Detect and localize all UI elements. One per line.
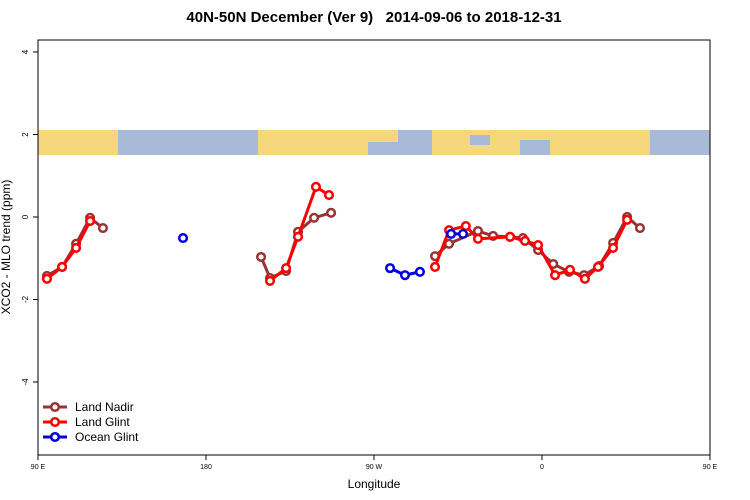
data-point [414,266,425,277]
data-point [457,228,469,239]
y-tick-label: -2 [21,295,30,303]
data-point [385,263,396,274]
data-point [309,212,320,223]
legend-label: Land Glint [75,415,130,429]
x-tick-label: 90 E [31,464,46,471]
data-point [71,242,82,253]
legend-marker [49,431,61,443]
legend-marker [49,401,61,413]
legend-label: Ocean Glint [75,430,139,444]
x-tick-label: 90 W [366,464,383,471]
series-line [46,184,629,283]
data-point [446,228,457,239]
chart-title: 40N-50N December (Ver 9) 2014-09-06 to 2… [186,9,561,26]
data-point [281,263,292,274]
x-tick-label: 0 [540,464,544,471]
y-tick-label: 4 [21,49,30,54]
legend-label: Land Nadir [75,400,134,414]
y-tick-label: 0 [21,214,30,219]
map-strip [38,130,710,155]
data-point [608,242,619,253]
data-point [310,181,321,192]
legend-marker [49,416,61,428]
data-point [256,251,267,263]
x-tick-label: 180 [200,464,212,471]
data-point [592,261,604,272]
data-point [429,261,441,272]
data-point [57,261,68,272]
data-point [579,273,590,284]
data-point [634,223,646,234]
x-tick-label: 90 E [703,464,718,471]
data-point [550,270,561,281]
data-point [399,270,411,281]
data-point [564,264,576,275]
data-point [460,220,471,232]
x-axis-label: Longitude [348,477,401,491]
data-point [97,223,109,234]
data-point [85,216,96,227]
data-point [533,239,544,251]
data-point [472,225,484,237]
data-point [505,231,516,242]
data-point [472,233,484,244]
data-point [519,235,531,246]
data-point [622,214,633,225]
data-point [41,273,53,284]
data-point [264,275,276,286]
data-point [323,190,335,201]
y-axis-label: XCO2 - MLO trend (ppm) [0,180,13,315]
data-point [326,207,337,218]
y-tick-label: 2 [21,132,30,137]
data-point [292,231,304,242]
data-point [177,232,189,244]
y-tick-label: -4 [21,378,30,386]
